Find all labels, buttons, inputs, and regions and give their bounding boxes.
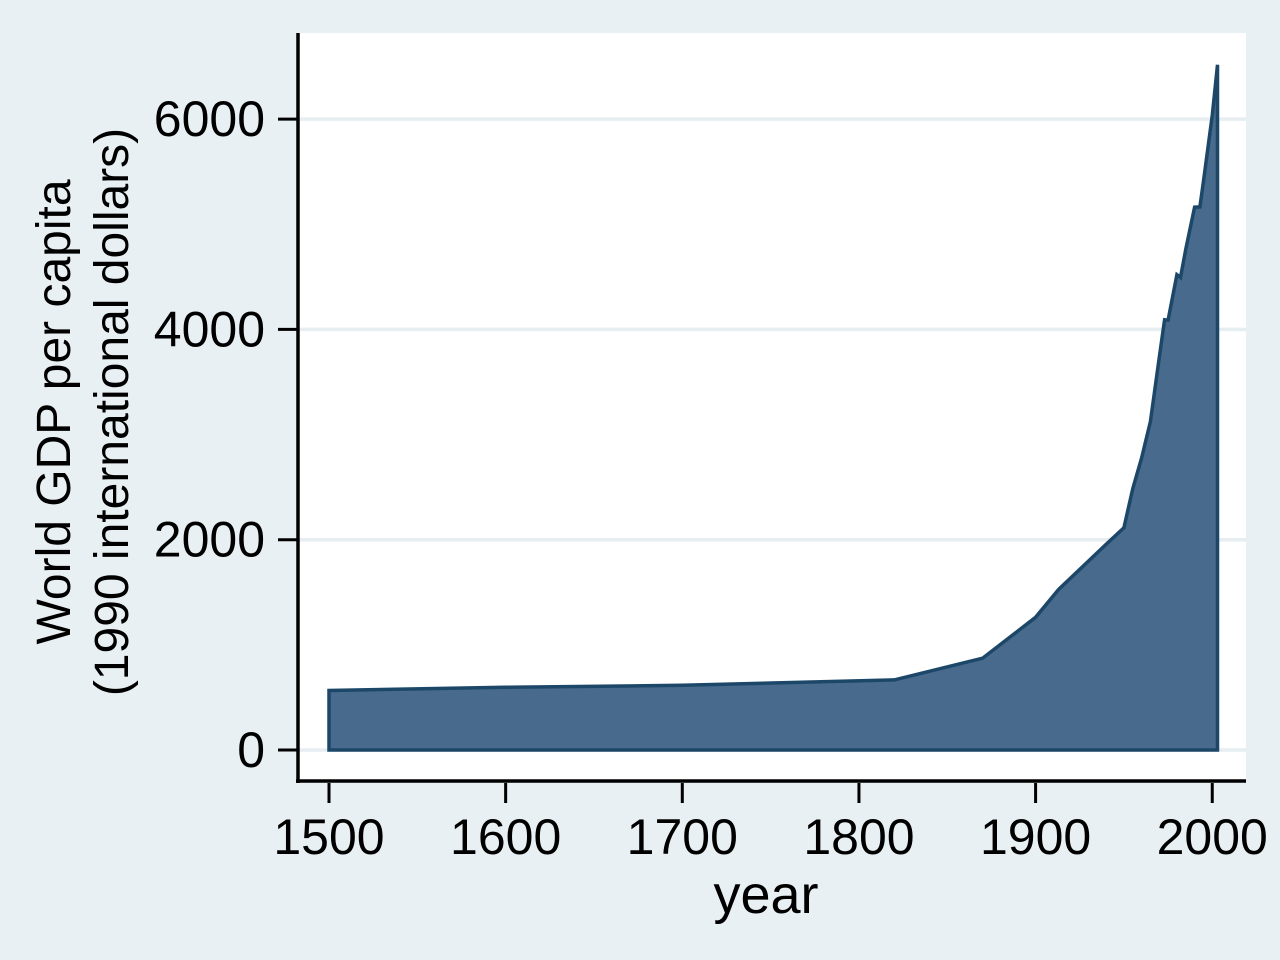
x-axis-ticks bbox=[327, 783, 1214, 803]
y-axis-ticks bbox=[278, 117, 298, 752]
y-axis-title-line2: (1990 international dollars) bbox=[86, 128, 139, 696]
x-tick-label-1900: 1900 bbox=[980, 809, 1091, 865]
x-tick-label-1700: 1700 bbox=[627, 809, 738, 865]
x-tick-label-1600: 1600 bbox=[450, 809, 561, 865]
y-axis-tick-labels: 0 2000 4000 6000 bbox=[154, 91, 265, 778]
x-axis-title: year bbox=[713, 865, 818, 925]
y-tick-label-6000: 6000 bbox=[154, 91, 265, 147]
x-tick-label-2000: 2000 bbox=[1157, 809, 1268, 865]
y-axis-title-line1: World GDP per capita bbox=[28, 179, 81, 644]
x-axis-tick-labels: 1500 1600 1700 1800 1900 2000 bbox=[273, 809, 1267, 865]
area-series-world-gdp bbox=[327, 64, 1220, 752]
x-tick-label-1500: 1500 bbox=[273, 809, 384, 865]
y-tick-label-0: 0 bbox=[237, 722, 265, 778]
x-tick-label-1800: 1800 bbox=[803, 809, 914, 865]
y-tick-label-2000: 2000 bbox=[154, 512, 265, 568]
y-tick-label-4000: 4000 bbox=[154, 301, 265, 357]
